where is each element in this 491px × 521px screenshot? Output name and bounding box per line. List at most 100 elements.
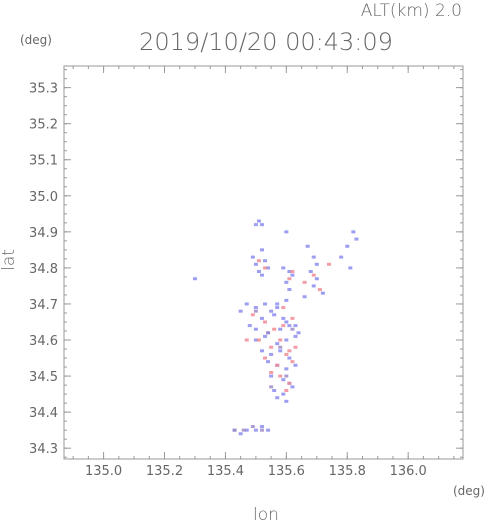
data-point-blue	[308, 270, 313, 274]
data-point-red	[290, 270, 295, 274]
data-point-blue	[247, 324, 252, 328]
data-point-red	[281, 306, 286, 310]
data-point-blue	[290, 273, 295, 277]
x-axis-label: lon	[253, 505, 279, 521]
data-point-blue	[302, 295, 307, 299]
data-point-blue	[253, 338, 258, 342]
data-point-red	[263, 356, 268, 360]
data-point-red	[250, 313, 255, 317]
data-point-red	[326, 262, 331, 266]
data-point-blue	[278, 349, 283, 353]
data-point-red	[290, 316, 295, 320]
data-point-blue	[269, 352, 274, 356]
data-point-blue	[290, 385, 295, 389]
data-point-purple	[284, 374, 289, 378]
y-unit-label: (deg)	[20, 33, 52, 47]
data-point-blue	[244, 428, 249, 432]
data-point-red	[269, 370, 274, 374]
x-unit-label: (deg)	[453, 484, 485, 498]
data-point-blue	[284, 367, 289, 371]
data-point-red	[244, 338, 249, 342]
data-point-blue	[259, 223, 264, 227]
data-point-blue	[263, 259, 268, 263]
data-point-blue	[238, 309, 243, 313]
data-point-blue	[192, 277, 197, 281]
data-point-blue	[278, 327, 283, 331]
axis-ticks: 135.0 135.2 135.4 135.6 135.8 136.0 34.3 34.4 34…	[29, 66, 463, 479]
y-tick-label: 34.5	[29, 370, 58, 385]
data-point-red	[311, 273, 316, 277]
data-point-blue	[272, 388, 277, 392]
data-point-blue	[284, 280, 289, 284]
data-point-blue	[253, 223, 258, 227]
data-point-purple	[259, 428, 264, 432]
data-point-blue	[351, 230, 356, 234]
data-point-red	[272, 327, 277, 331]
data-point-blue	[284, 298, 289, 302]
y-tick-label: 34.9	[29, 226, 58, 241]
y-tick-label: 34.3	[29, 442, 58, 457]
data-point-blue	[253, 306, 258, 310]
data-point-purple	[290, 327, 295, 331]
y-tick-label: 34.8	[29, 262, 58, 277]
y-tick-label: 35.3	[29, 82, 58, 97]
data-point-red	[263, 266, 268, 270]
data-point-purple	[253, 309, 258, 313]
data-point-blue	[287, 288, 292, 292]
data-point-blue	[345, 244, 350, 248]
data-point-blue	[354, 237, 359, 241]
data-point-blue	[253, 262, 258, 266]
data-point-blue	[284, 230, 289, 234]
data-point-red	[256, 259, 261, 263]
data-point-red	[302, 280, 307, 284]
data-point-blue	[287, 356, 292, 360]
data-point-blue	[281, 378, 286, 382]
data-point-blue	[259, 273, 264, 277]
data-point-blue	[266, 266, 271, 270]
data-point-blue	[275, 302, 280, 306]
y-tick-label: 35.1	[29, 154, 58, 169]
data-point-blue	[269, 374, 274, 378]
data-point-blue	[266, 428, 271, 432]
data-point-blue	[244, 302, 249, 306]
y-tick-label: 35.2	[29, 118, 58, 133]
data-point-red	[278, 374, 283, 378]
data-point-blue	[275, 342, 280, 346]
data-point-purple	[269, 385, 274, 389]
data-point-blue	[305, 244, 310, 248]
data-point-purple	[232, 428, 237, 432]
y-tick-label: 34.6	[29, 334, 58, 349]
data-point-red	[287, 381, 292, 385]
data-point-red	[263, 320, 268, 324]
data-point-purple	[241, 428, 246, 432]
data-point-blue	[269, 309, 274, 313]
y-axis-label: lat	[0, 249, 19, 271]
data-point-red	[256, 338, 261, 342]
data-point-blue	[275, 306, 280, 310]
data-point-red	[287, 277, 292, 281]
data-point-red	[284, 388, 289, 392]
data-point-purple	[250, 425, 255, 429]
data-point-blue	[311, 284, 316, 288]
data-point-blue	[314, 262, 319, 266]
data-point-blue	[259, 248, 264, 252]
y-tick-label: 35.0	[29, 190, 58, 205]
x-tick-label: 135.6	[268, 464, 305, 479]
data-point-blue	[259, 316, 264, 320]
chart-title: 2019/10/20 00:43:09	[139, 28, 393, 56]
data-point-red	[275, 363, 280, 367]
y-tick-label: 34.7	[29, 298, 58, 313]
data-point-blue	[263, 302, 268, 306]
data-point-blue	[272, 313, 277, 317]
data-point-blue	[259, 349, 264, 353]
data-point-blue	[266, 360, 271, 364]
data-point-blue	[293, 324, 298, 328]
data-point-blue	[256, 219, 261, 223]
data-point-blue	[314, 277, 319, 281]
data-point-blue	[311, 255, 316, 259]
x-tick-label: 135.0	[85, 464, 122, 479]
data-point-blue	[284, 338, 289, 342]
data-point-red	[278, 338, 283, 342]
data-point-blue	[238, 432, 243, 436]
